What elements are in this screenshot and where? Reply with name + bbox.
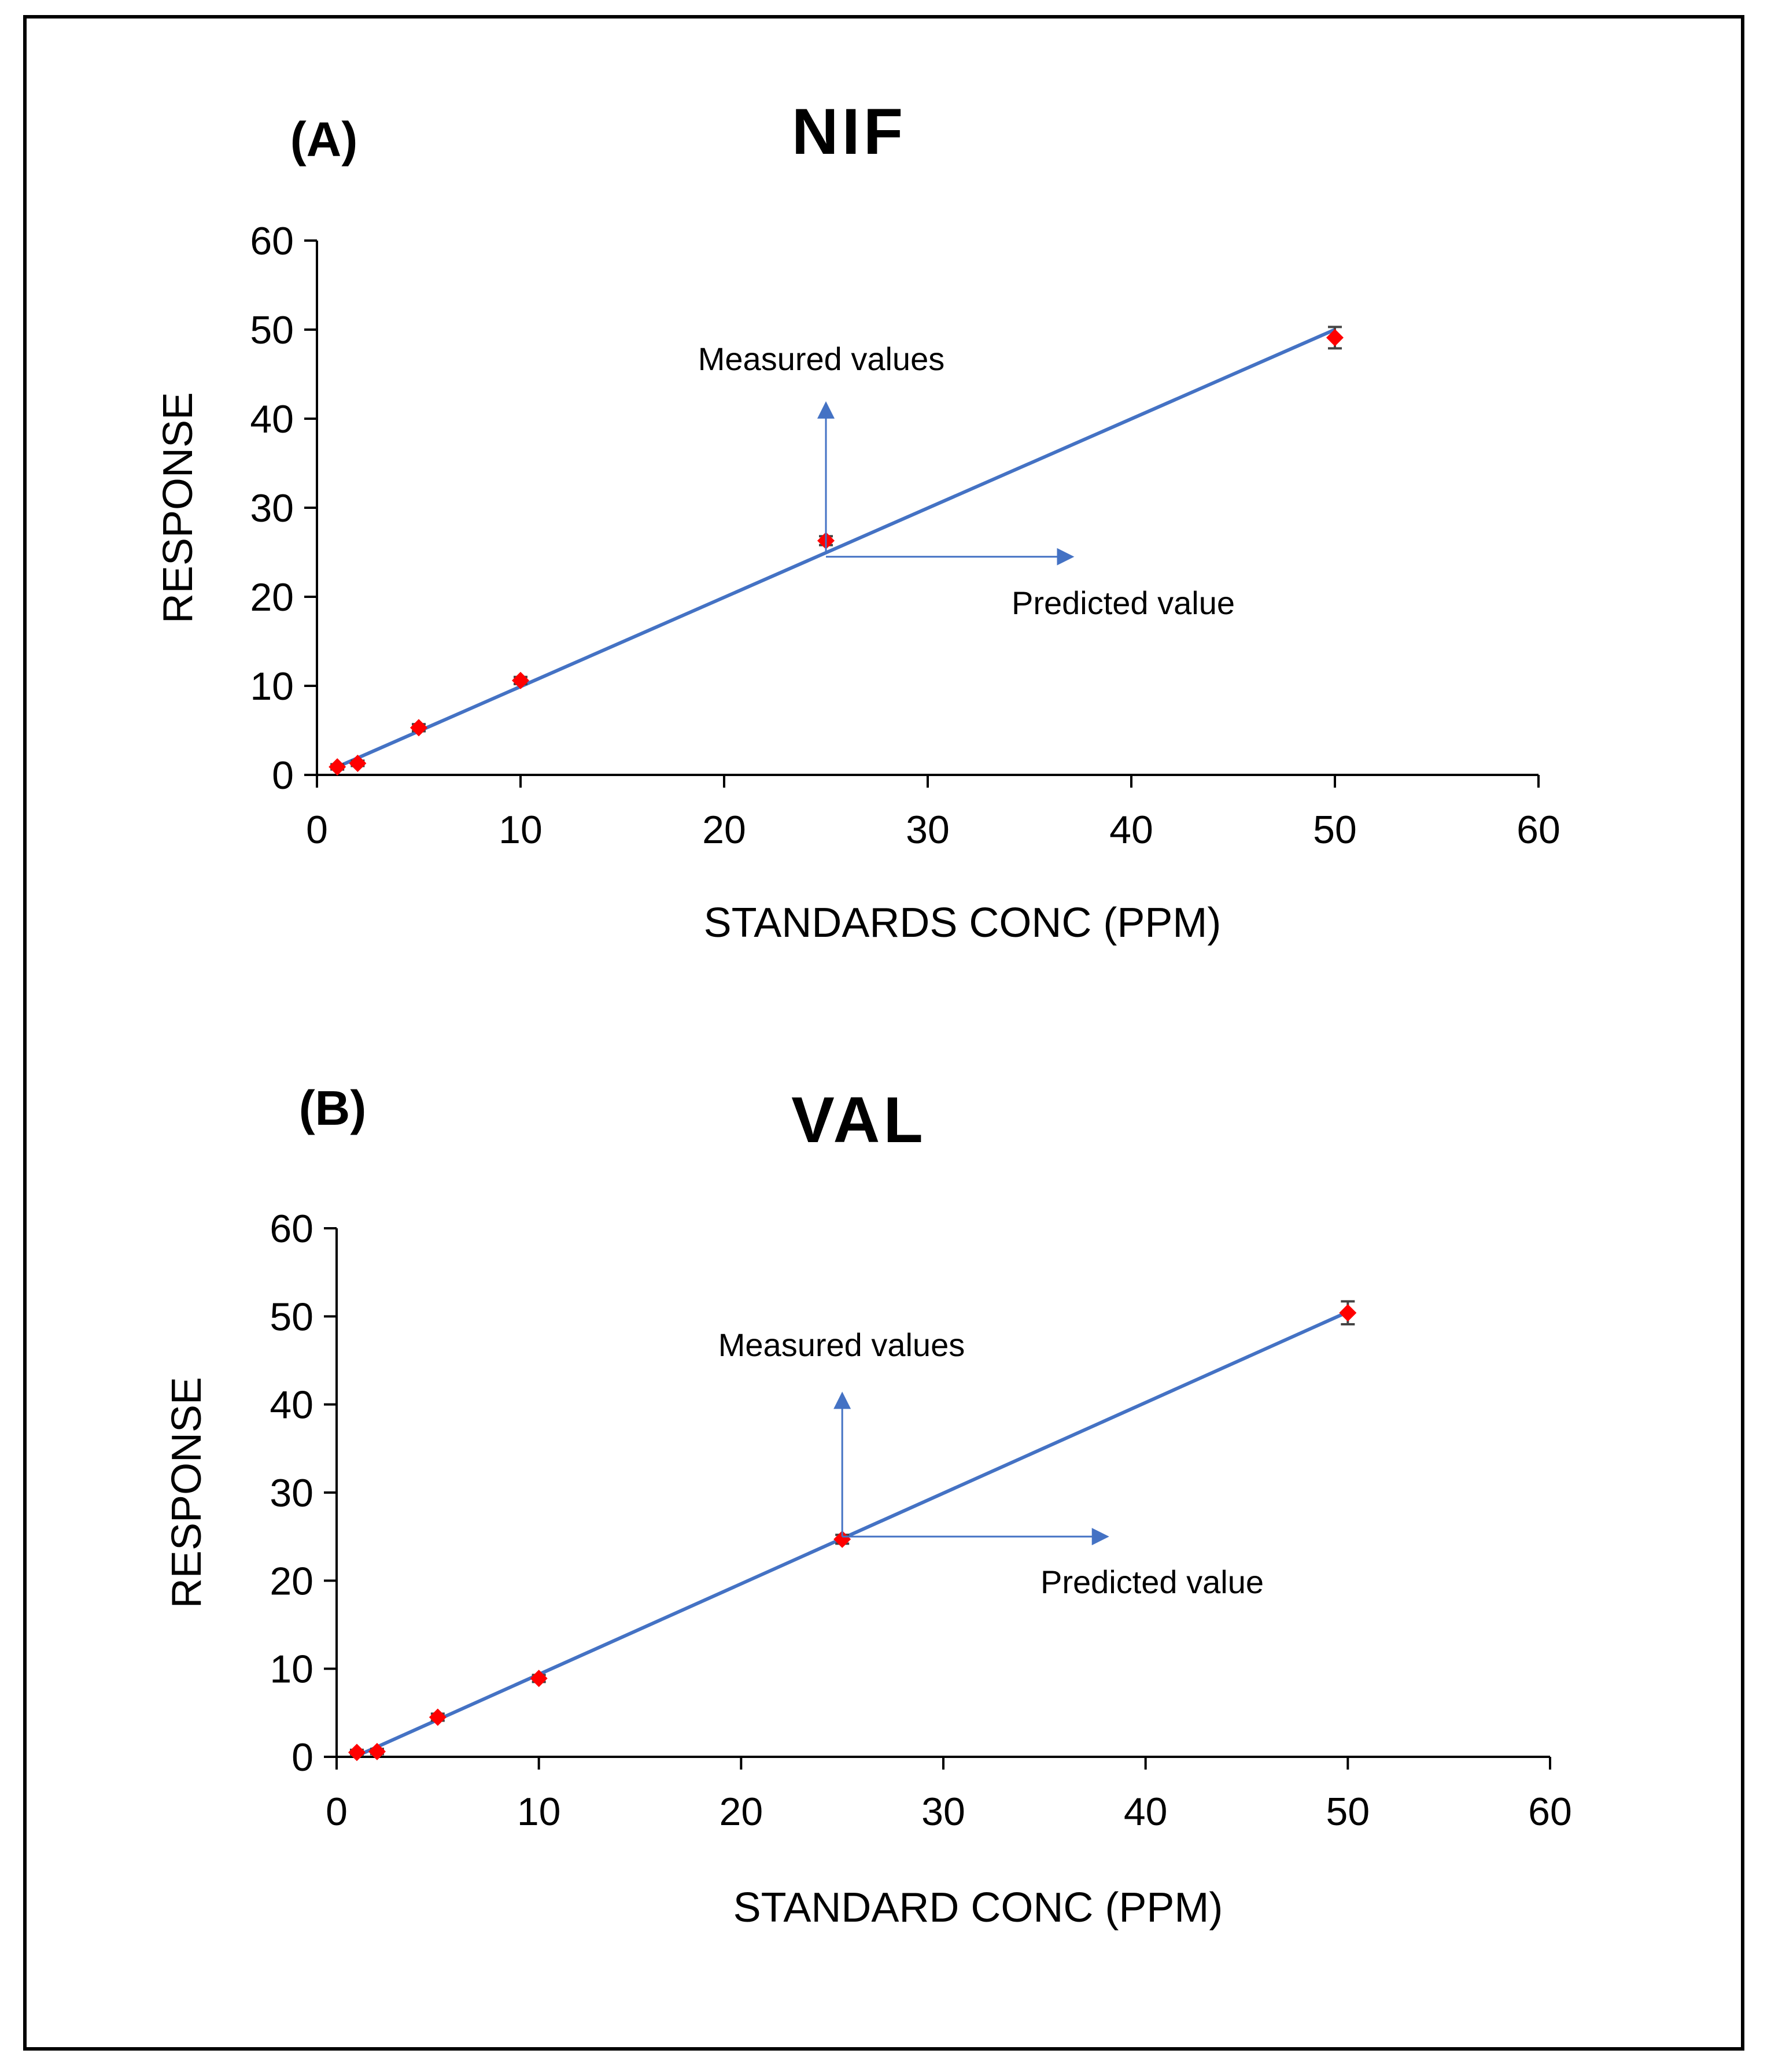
x-tick-label: 30 (906, 808, 950, 852)
x-tick-label: 0 (306, 808, 328, 852)
x-tick-label: 50 (1326, 1790, 1370, 1834)
x-tick-label: 60 (1528, 1790, 1572, 1834)
y-tick-label: 10 (270, 1648, 313, 1691)
trendline (356, 1310, 1349, 1758)
y-tick-label: 30 (270, 1471, 313, 1515)
panel-label: (A) (290, 112, 358, 167)
chart-panel-a: (A) NIF 0 10 20 30 40 50 60 0 10 20 30 40 50 60 STANDARD… (155, 95, 1560, 946)
chart-title: NIF (792, 95, 906, 168)
x-tick-label: 60 (1517, 808, 1560, 852)
x-tick-label: 10 (499, 808, 543, 852)
trendline (336, 328, 1336, 769)
x-axis-label: STANDARD CONC (PPM) (733, 1885, 1223, 1931)
y-tick-label: 20 (270, 1559, 313, 1603)
data-point (512, 671, 529, 689)
figure-frame (23, 15, 1744, 2051)
data-point (429, 1708, 447, 1726)
data-point (410, 719, 427, 737)
y-axis-label: RESPONSE (164, 1377, 210, 1608)
y-tick-label: 0 (272, 754, 294, 797)
x-tick-label: 50 (1313, 808, 1357, 852)
x-tick-label: 10 (517, 1790, 561, 1834)
y-tick-label: 50 (270, 1295, 313, 1339)
y-axis-label: RESPONSE (155, 392, 201, 623)
x-tick-label: 30 (921, 1790, 965, 1834)
data-point (1326, 328, 1344, 346)
y-tick-label: 10 (250, 664, 294, 708)
annotation-label: Measured values (698, 341, 944, 377)
y-tick-label: 0 (292, 1735, 313, 1779)
data-point (833, 1530, 851, 1548)
chart-panel-b: (B) VAL 0 10 20 30 40 50 60 0 10 20 30 40 50 60 STANDARD… (164, 1081, 1572, 1931)
y-tick-label: 20 (250, 575, 294, 619)
y-tick-label: 30 (250, 486, 294, 530)
annotation-label: Predicted value (1041, 1564, 1264, 1600)
data-point (329, 758, 346, 776)
panel-label: (B) (299, 1081, 367, 1135)
y-tick-label: 60 (270, 1207, 313, 1251)
x-tick-label: 40 (1109, 808, 1153, 852)
x-tick-label: 0 (326, 1790, 348, 1834)
x-axis-label: STANDARDS CONC (PPM) (704, 900, 1222, 946)
annotation-label: Predicted value (1012, 585, 1235, 621)
x-tick-label: 20 (720, 1790, 763, 1834)
data-point (348, 1744, 366, 1761)
annotation-label: Measured values (718, 1327, 965, 1363)
y-tick-label: 60 (250, 219, 294, 263)
y-tick-label: 50 (250, 308, 294, 352)
y-tick-label: 40 (250, 397, 294, 441)
x-tick-label: 20 (702, 808, 746, 852)
chart-title: VAL (791, 1084, 927, 1156)
data-point (1339, 1304, 1357, 1322)
x-tick-label: 40 (1124, 1790, 1168, 1834)
y-tick-label: 40 (270, 1383, 313, 1427)
data-point (530, 1670, 548, 1687)
data-point (349, 754, 367, 772)
data-point (368, 1742, 386, 1760)
